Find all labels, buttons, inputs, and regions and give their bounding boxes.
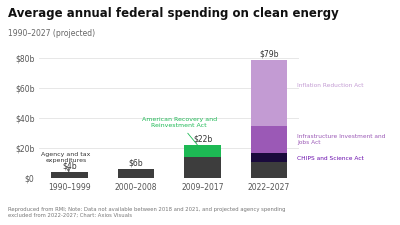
Bar [251,153,287,162]
Text: 1990–2027 (projected): 1990–2027 (projected) [8,29,95,38]
Text: Average annual federal spending on clean energy: Average annual federal spending on clean… [8,7,339,20]
Bar [251,60,287,126]
Text: $6b: $6b [129,159,143,168]
Text: Reproduced from RMI; Note: Data not available between 2018 and 2021, and project: Reproduced from RMI; Note: Data not avai… [8,207,286,218]
Bar [184,157,221,178]
Bar [251,126,287,153]
Text: Inflation Reduction Act: Inflation Reduction Act [297,83,364,88]
Text: $79b: $79b [259,50,279,58]
Text: Infrastructure Investment and
Jobs Act: Infrastructure Investment and Jobs Act [297,134,386,145]
Bar [251,162,287,178]
Bar [51,172,88,178]
Bar [118,169,154,178]
Text: American Recovery and
Reinvestment Act: American Recovery and Reinvestment Act [142,117,217,148]
Text: Agency and tax
expenditures: Agency and tax expenditures [42,152,91,171]
Text: $4b: $4b [62,162,77,171]
Text: $22b: $22b [193,135,212,144]
Bar [184,145,221,157]
Text: CHIPS and Science Act: CHIPS and Science Act [297,156,364,161]
